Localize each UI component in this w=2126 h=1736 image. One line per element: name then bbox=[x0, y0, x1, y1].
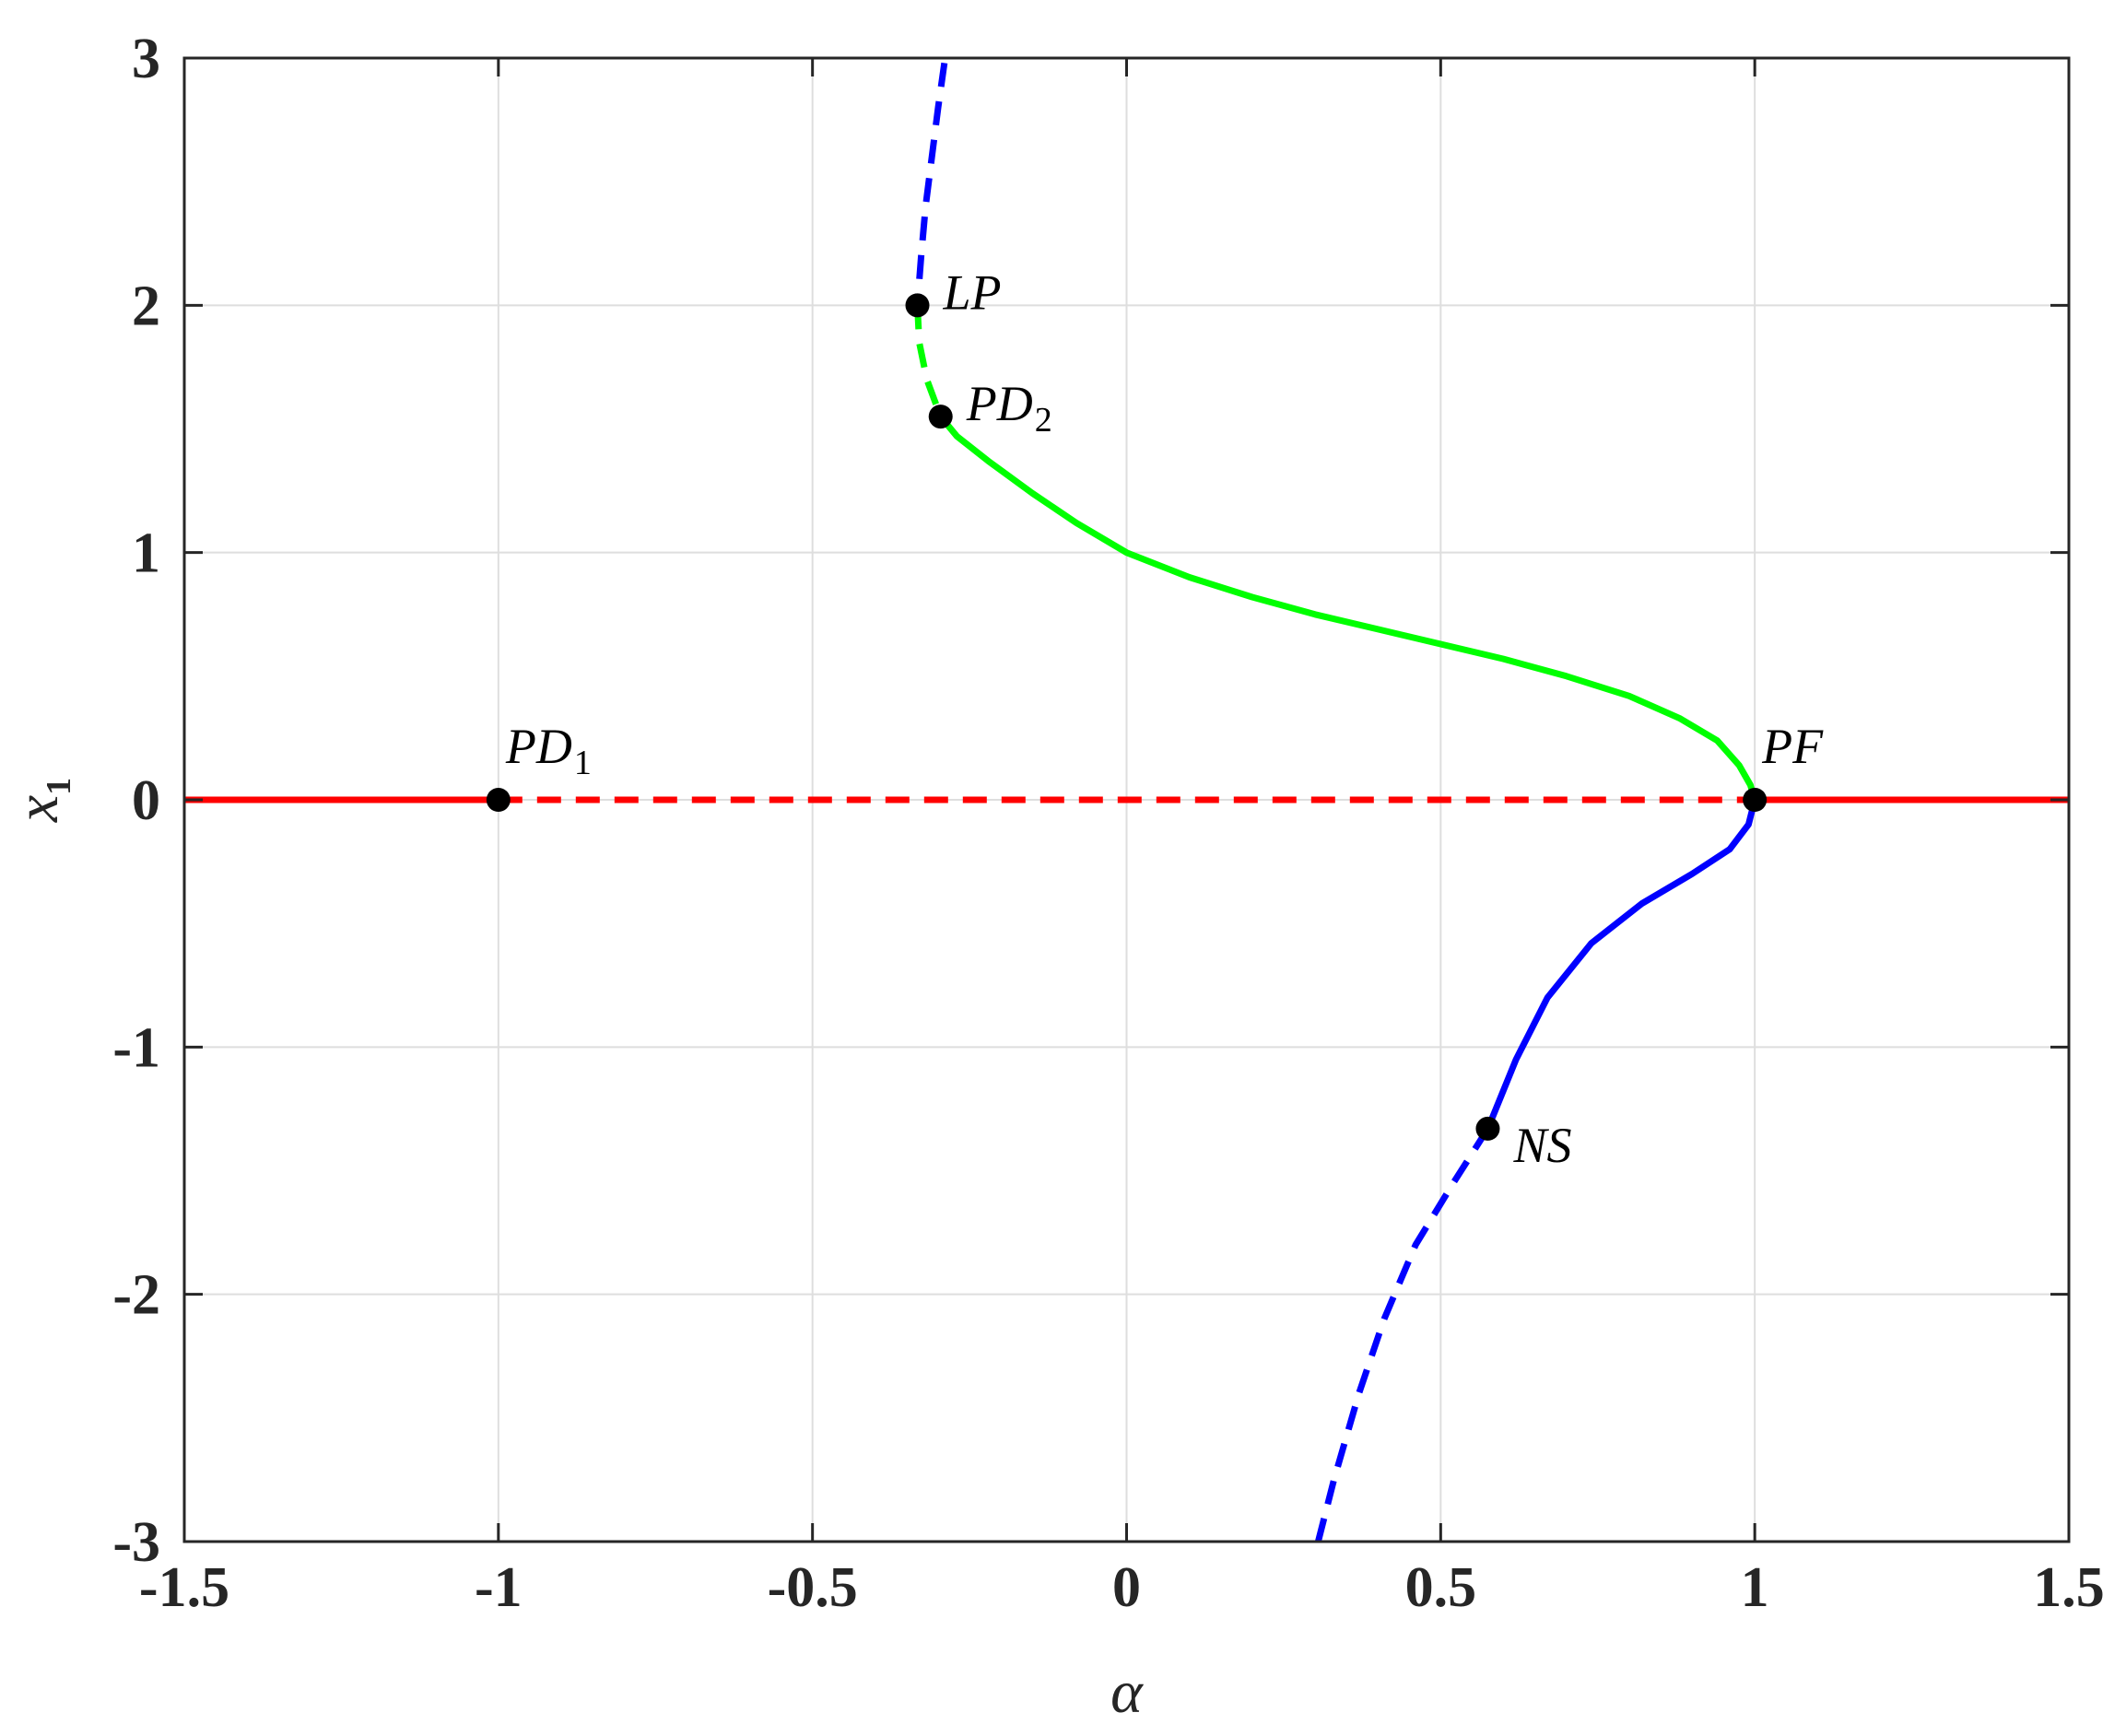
point-label-ns: NS bbox=[1512, 1118, 1571, 1173]
series bbox=[184, 62, 2069, 1542]
series-green-dashed-4 bbox=[914, 305, 944, 418]
point-label-pf: PF bbox=[1761, 719, 1824, 774]
point-ns bbox=[1475, 1116, 1500, 1141]
y-tick-label-5: 2 bbox=[132, 275, 160, 337]
point-label-pd2: PD2 bbox=[966, 376, 1052, 440]
y-tick-label-0: -3 bbox=[112, 1511, 160, 1574]
y-tick-label-2: -1 bbox=[112, 1016, 160, 1079]
y-axis-label-main: x bbox=[4, 795, 71, 823]
y-tick-label-4: 1 bbox=[132, 522, 160, 585]
x-tick-label-4: 0.5 bbox=[1405, 1556, 1477, 1619]
x-tick-label-6: 1.5 bbox=[2033, 1556, 2105, 1619]
y-tick-label-1: -2 bbox=[112, 1264, 160, 1327]
x-tick-label-3: 0 bbox=[1112, 1556, 1141, 1619]
x-tick-label-5: 1 bbox=[1741, 1556, 1769, 1619]
y-tick-label-3: 0 bbox=[132, 769, 160, 832]
series-green-solid-5 bbox=[938, 414, 1758, 801]
series-blue-dashed-3 bbox=[914, 62, 948, 306]
point-pd1 bbox=[486, 788, 511, 812]
point-label-pd1: PD1 bbox=[505, 719, 592, 782]
special-points: LP PD2 PD1 PF NS bbox=[486, 264, 1824, 1173]
tick-labels: -1.5 -1 -0.5 0 0.5 1 1.5 -3 -2 -1 0 1 2 3 bbox=[112, 28, 2104, 1619]
x-tick-label-1: -1 bbox=[475, 1556, 523, 1619]
point-label-lp: LP bbox=[943, 264, 1002, 320]
x-axis-label: α bbox=[1110, 1659, 1144, 1726]
x-tick-label-0: -1.5 bbox=[139, 1556, 229, 1619]
series-blue-dashed-7 bbox=[1315, 1127, 1491, 1542]
axes bbox=[182, 56, 2071, 1543]
series-blue-solid-6 bbox=[1485, 799, 1758, 1131]
y-axis-label: x1 bbox=[4, 778, 78, 823]
point-pd2 bbox=[928, 405, 953, 429]
x-tick-label-2: -0.5 bbox=[768, 1556, 858, 1619]
y-axis-label-subscript: 1 bbox=[40, 778, 78, 795]
point-lp bbox=[905, 293, 930, 318]
y-tick-label-6: 3 bbox=[132, 28, 160, 90]
point-pf bbox=[1743, 788, 1768, 812]
